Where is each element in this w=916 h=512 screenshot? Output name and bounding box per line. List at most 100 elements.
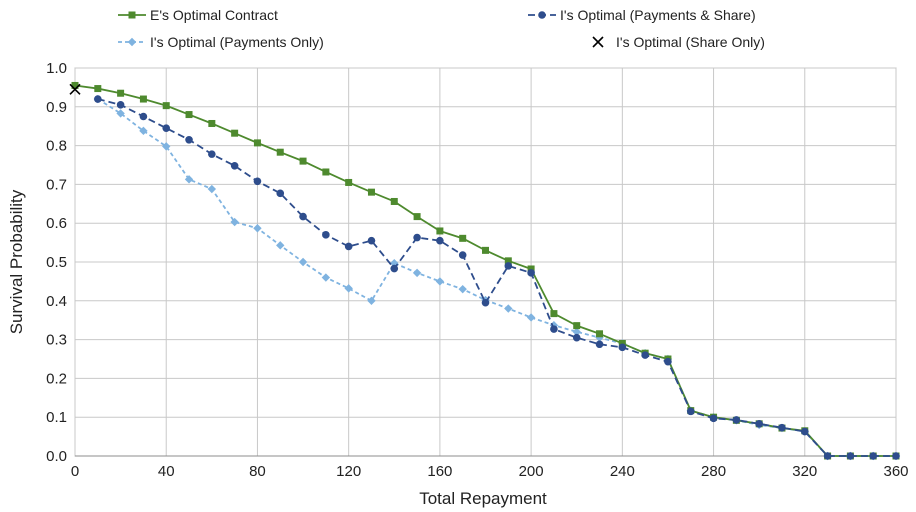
data-point — [276, 241, 285, 250]
data-point — [69, 83, 81, 95]
data-point — [573, 322, 581, 330]
data-point — [664, 357, 672, 366]
legend-entry: I's Optimal (Payments & Share) — [528, 7, 756, 23]
legend-entry: I's Optimal (Share Only) — [592, 34, 765, 50]
data-point — [116, 101, 125, 109]
data-point — [276, 148, 284, 156]
data-point — [412, 268, 422, 278]
y-tick-label: 0.5 — [46, 254, 67, 271]
x-tick-label: 200 — [519, 463, 544, 480]
data-point — [527, 269, 535, 277]
data-point — [162, 124, 171, 132]
data-point — [139, 126, 148, 136]
data-point — [618, 339, 626, 347]
x-tick-label: 320 — [792, 463, 817, 480]
data-point — [595, 340, 604, 349]
data-point — [184, 175, 194, 184]
data-point — [572, 327, 581, 337]
x-axis-title: Total Repayment — [419, 489, 547, 508]
axes: 0.0 0.1 0.2 0.3 0.4 0.5 0.6 0.7 0.8 0.9 1.0 0 40 80 12… — [46, 60, 908, 480]
data-point — [732, 416, 741, 424]
x-tick-label: 80 — [249, 463, 266, 480]
x-tick-label: 0 — [71, 463, 79, 480]
data-point — [253, 177, 262, 186]
data-point — [390, 264, 399, 273]
data-point — [162, 102, 170, 110]
series-0 — [71, 81, 900, 460]
data-point — [846, 452, 855, 460]
data-point — [755, 419, 763, 428]
data-point — [572, 333, 581, 342]
series-line — [97, 98, 896, 457]
data-point — [117, 89, 125, 97]
x-tick-label: 360 — [883, 463, 908, 480]
legend-marker — [592, 36, 604, 48]
x-tick-label: 40 — [158, 463, 175, 480]
data-point — [298, 257, 308, 267]
data-point — [367, 188, 375, 196]
data-point — [641, 351, 649, 359]
legend-marker — [538, 11, 546, 19]
data-point — [390, 197, 398, 205]
series-line — [74, 84, 896, 457]
data-point — [367, 236, 376, 245]
data-point — [459, 234, 467, 242]
data-point — [458, 251, 467, 259]
data-point — [116, 109, 125, 118]
y-tick-label: 0.7 — [46, 176, 67, 193]
data-point — [162, 142, 171, 151]
data-point — [71, 81, 79, 89]
legend-label: I's Optimal (Share Only) — [616, 34, 765, 50]
data-point — [322, 168, 330, 176]
legend-marker — [128, 11, 136, 19]
data-point — [892, 452, 900, 460]
data-point — [230, 161, 239, 170]
data-point — [709, 414, 718, 423]
data-point — [504, 262, 513, 270]
data-point — [230, 217, 239, 227]
legend-label: I's Optimal (Payments Only) — [150, 34, 324, 50]
y-tick-label: 1.0 — [46, 60, 67, 77]
data-point — [208, 150, 216, 158]
data-point — [253, 224, 262, 233]
data-point — [322, 231, 330, 239]
data-point — [207, 184, 217, 194]
series-2 — [93, 94, 901, 461]
data-point — [344, 284, 353, 293]
data-point — [436, 236, 444, 245]
data-point — [618, 343, 627, 352]
data-point — [482, 246, 489, 254]
y-tick-label: 0.2 — [46, 370, 67, 387]
data-point — [185, 111, 193, 119]
legend: E's Optimal Contract I's Optimal (Payment… — [118, 7, 765, 50]
data-point — [686, 407, 695, 416]
x-tick-label: 120 — [336, 463, 361, 480]
y-tick-label: 0.4 — [46, 293, 67, 310]
data-point — [413, 213, 421, 221]
data-point — [253, 139, 261, 147]
data-point — [185, 135, 193, 144]
legend-marker — [127, 37, 137, 47]
x-tick-label: 160 — [427, 463, 452, 480]
data-point — [231, 129, 239, 137]
data-point — [526, 313, 536, 322]
data-point — [504, 257, 512, 265]
x-tick-label: 280 — [701, 463, 726, 480]
y-axis-title: Survival Probability — [7, 189, 26, 334]
data-point — [550, 310, 558, 318]
data-point — [139, 112, 148, 121]
series-line — [97, 98, 896, 457]
grid — [74, 67, 897, 457]
x-marker-stroke — [69, 83, 81, 95]
data-point — [800, 427, 809, 436]
data-point — [299, 157, 307, 165]
data-point — [596, 330, 604, 338]
data-point — [504, 304, 513, 313]
x-marker-stroke — [592, 36, 604, 48]
data-point — [436, 227, 444, 235]
legend-entry: I's Optimal (Payments Only) — [118, 34, 324, 50]
data-point — [344, 242, 353, 251]
data-point — [823, 452, 832, 460]
